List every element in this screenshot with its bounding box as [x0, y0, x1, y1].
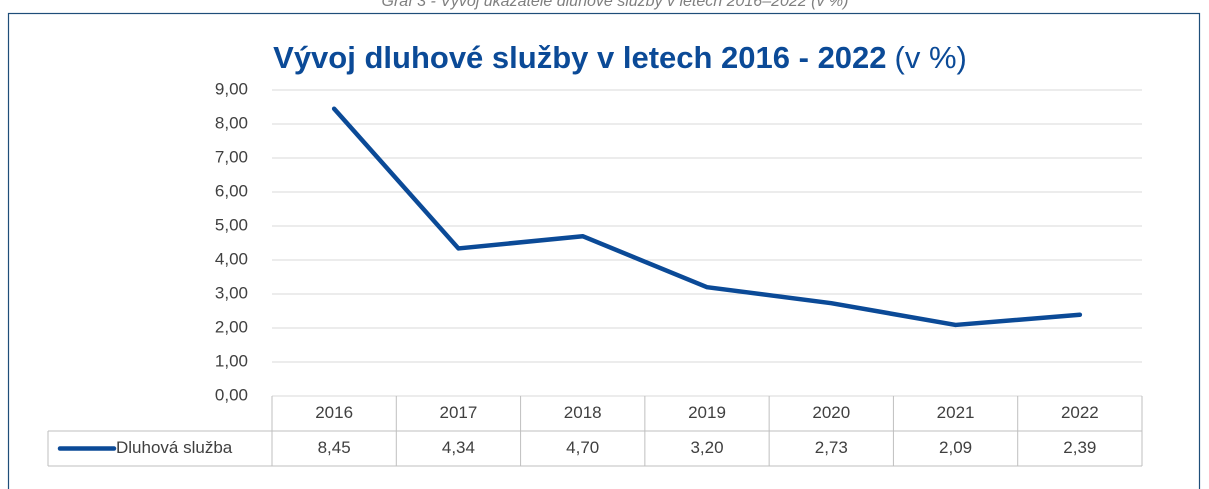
y-tick-label: 5,00 [215, 215, 248, 234]
table-value: 8,45 [318, 438, 351, 457]
table-value: 4,70 [566, 438, 599, 457]
x-tick-label: 2016 [315, 403, 353, 422]
y-tick-label: 8,00 [215, 113, 248, 132]
x-tick-label: 2022 [1061, 403, 1099, 422]
table-value: 4,34 [442, 438, 475, 457]
table-value: 2,09 [939, 438, 972, 457]
x-tick-label: 2020 [812, 403, 850, 422]
y-tick-label: 0,00 [215, 385, 248, 404]
caption: Graf 3 - Vývoj ukazatele dluhové služby … [382, 0, 849, 10]
table-value: 3,20 [690, 438, 723, 457]
chart-frame [7, 12, 1201, 489]
y-tick-label: 7,00 [215, 147, 248, 166]
x-tick-label: 2019 [688, 403, 726, 422]
y-tick-label: 2,00 [215, 317, 248, 336]
y-tick-label: 1,00 [215, 351, 248, 370]
legend-label: Dluhová služba [116, 438, 233, 457]
table-value: 2,39 [1063, 438, 1096, 457]
y-tick-label: 4,00 [215, 249, 248, 268]
x-tick-label: 2018 [564, 403, 602, 422]
data-line [331, 106, 1083, 328]
y-tick-label: 3,00 [215, 283, 248, 302]
y-tick-label: 9,00 [215, 79, 248, 98]
table-value: 2,73 [815, 438, 848, 457]
chart-title-group: Vývoj dluhové služby v letech 2016 - 202… [273, 40, 967, 75]
x-tick-label: 2017 [440, 403, 478, 422]
x-tick-label: 2021 [937, 403, 975, 422]
y-tick-label: 6,00 [215, 181, 248, 200]
chart-title: Vývoj dluhové služby v letech 2016 - 202… [273, 40, 886, 75]
chart-title-unit: (v %) [895, 40, 967, 75]
